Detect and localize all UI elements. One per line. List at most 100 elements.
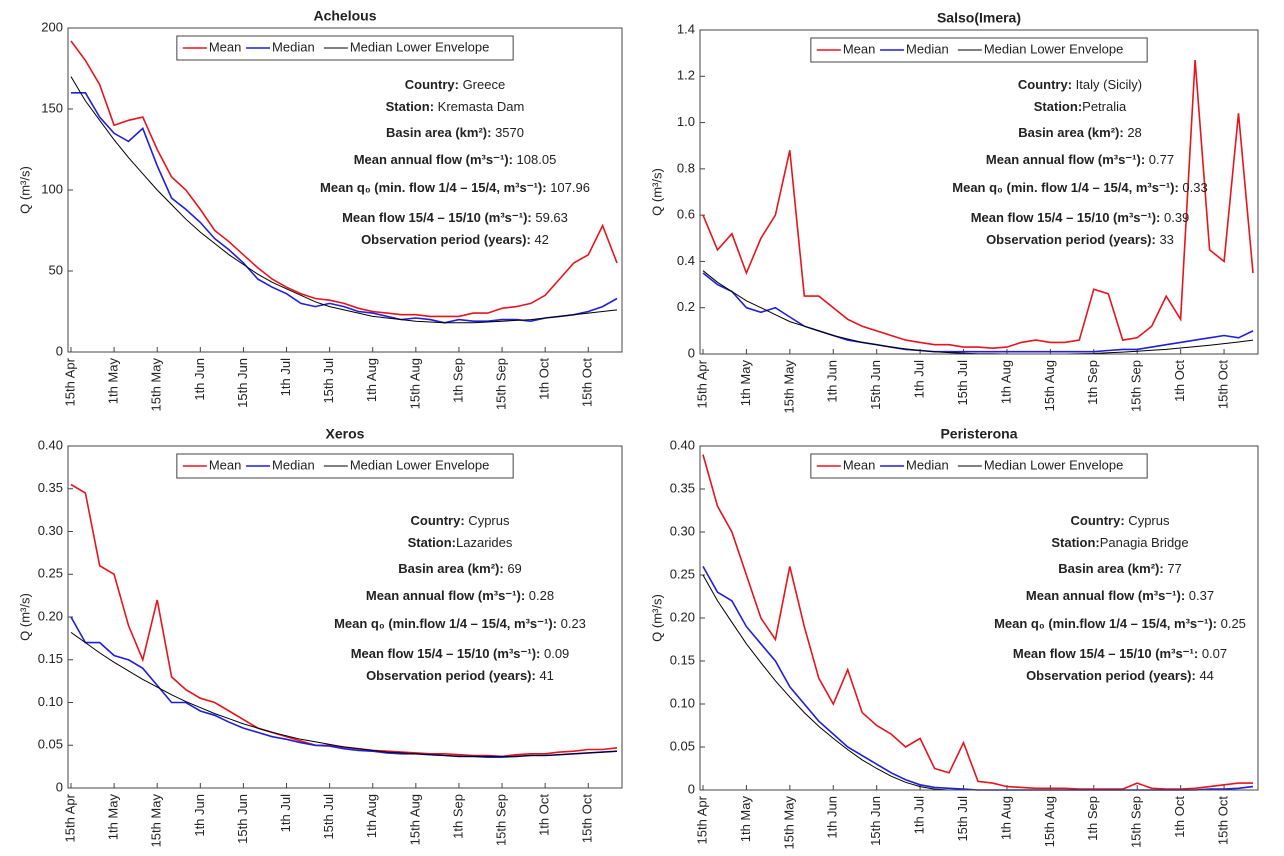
x-tick-label: 15th Jul — [955, 360, 970, 406]
x-tick-label: 15th Jul — [955, 796, 970, 842]
plot-frame — [67, 27, 623, 353]
x-tick-label: 1th Sep — [450, 794, 465, 839]
x-tick-label: 15th Oct — [1215, 360, 1230, 410]
annotation: Country: Greece — [405, 77, 505, 92]
annotation: Basin area (km²): 3570 — [386, 125, 524, 140]
legend-label: Median — [272, 39, 315, 54]
annotation-label: Mean q₀ (min. flow 1/4 – 15/4, m³s⁻¹): — [320, 180, 547, 195]
annotation: Mean flow 15/4 – 15/10 (m³s⁻¹): 0.09 — [351, 646, 570, 661]
x-tick-label: 15th May — [781, 360, 796, 414]
legend-label: Mean — [209, 39, 242, 54]
annotation-label: Country: — [1071, 513, 1125, 528]
annotation-value: 77 — [1164, 561, 1182, 576]
y-tick-label: 0 — [56, 343, 63, 358]
annotation: Mean q₀ (min.flow 1/4 – 15/4, m³s⁻¹): 0.… — [334, 616, 586, 631]
y-tick-label: 0.15 — [38, 651, 63, 666]
y-tick-label: 200 — [41, 19, 63, 34]
x-tick-label: 1th Sep — [1085, 360, 1100, 405]
y-tick-label: 0 — [688, 781, 695, 796]
annotation-label: Basin area (km²): — [1018, 125, 1123, 140]
annotation-label: Country: — [405, 77, 459, 92]
y-tick-label: 0.6 — [677, 207, 695, 222]
x-tick-label: 1th Oct — [1172, 796, 1187, 838]
annotation-value: 108.05 — [513, 152, 556, 167]
annotation-label: Observation period (years): — [1026, 668, 1196, 683]
x-tick-label: 1th Jul — [278, 794, 293, 832]
legend-label: Mean — [843, 457, 876, 472]
y-tick-label: 0.05 — [38, 737, 63, 752]
series-line — [702, 272, 1254, 353]
annotation: Observation period (years): 33 — [986, 232, 1174, 247]
annotation-label: Observation period (years): — [366, 668, 536, 683]
x-tick-label: 1th Aug — [364, 358, 379, 402]
annotation-label: Mean q₀ (min.flow 1/4 – 15/4, m³s⁻¹): — [994, 616, 1217, 631]
annotation-value: 3570 — [491, 125, 524, 140]
y-axis-label: Q (m³/s) — [17, 166, 32, 214]
annotation-label: Station: — [408, 535, 456, 550]
x-tick-label: 15th Aug — [1042, 796, 1057, 847]
annotation-label: Basin area (km²): — [386, 125, 491, 140]
annotation: Mean flow 15/4 – 15/10 (m³s⁻¹): 0.39 — [971, 210, 1190, 225]
annotation: Station:Lazarides — [408, 535, 513, 550]
annotation: Mean annual flow (m³s⁻¹): 0.28 — [366, 588, 554, 603]
annotation-label: Mean q₀ (min. flow 1/4 – 15/4, m³s⁻¹): — [952, 180, 1179, 195]
annotation-label: Mean annual flow (m³s⁻¹): — [354, 152, 513, 167]
annotation-value: Greece — [459, 77, 505, 92]
y-tick-label: 150 — [41, 100, 63, 115]
y-tick-label: 0 — [688, 345, 695, 360]
x-tick-label: 15th Aug — [407, 358, 422, 409]
annotation: Observation period (years): 44 — [1026, 668, 1214, 683]
x-tick-label: 1th Jul — [912, 796, 927, 834]
annotation: Mean flow 15/4 – 15/10 (m³s⁻¹: 0.07 — [1013, 646, 1227, 661]
y-tick-label: 0 — [56, 779, 63, 794]
x-tick-label: 15th May — [781, 796, 796, 850]
x-tick-label: 1th Jul — [912, 360, 927, 398]
annotation-value: 0.25 — [1217, 616, 1246, 631]
annotation: Basin area (km²): 28 — [1018, 125, 1142, 140]
x-tick-label: 15th Aug — [407, 794, 422, 845]
y-axis-label: Q (m³/s) — [649, 168, 664, 216]
legend-label: Mean — [209, 457, 242, 472]
x-tick-label: 1th Oct — [537, 794, 552, 836]
annotation-value: Italy (Sicily) — [1072, 77, 1142, 92]
x-tick-label: 15th Sep — [493, 358, 508, 410]
x-tick-label: 15th Sep — [493, 794, 508, 846]
x-tick-label: 1th Oct — [537, 358, 552, 400]
annotation-label: Mean annual flow (m³s⁻¹): — [1026, 588, 1185, 603]
series-line — [702, 60, 1254, 350]
plot-frame — [699, 29, 1259, 355]
annotation-value: Petralia — [1082, 99, 1127, 114]
y-tick-label: 100 — [41, 181, 63, 196]
y-tick-label: 0.4 — [677, 253, 695, 268]
annotation-value: Lazarides — [456, 535, 513, 550]
x-tick-label: 1th May — [106, 794, 121, 841]
x-tick-label: 1th Oct — [1172, 360, 1187, 402]
legend-label: Median — [906, 41, 949, 56]
x-tick-label: 15th Oct — [580, 358, 595, 408]
x-tick-label: 15th Apr — [694, 359, 709, 408]
annotation: Country: Italy (Sicily) — [1018, 77, 1142, 92]
x-tick-label: 1th Aug — [364, 794, 379, 838]
y-tick-label: 0.05 — [670, 738, 695, 753]
y-tick-label: 0.10 — [38, 694, 63, 709]
y-tick-label: 0.35 — [38, 480, 63, 495]
x-tick-label: 15th Jun — [235, 794, 250, 844]
annotation: Mean q₀ (min.flow 1/4 – 15/4, m³s⁻¹): 0.… — [994, 616, 1246, 631]
annotation-label: Basin area (km²): — [1058, 561, 1163, 576]
y-tick-label: 0.25 — [670, 566, 695, 581]
y-tick-label: 0.25 — [38, 566, 63, 581]
series-line — [702, 270, 1254, 355]
annotation-label: Mean annual flow (m³s⁻¹): — [366, 588, 525, 603]
annotation: Country: Cyprus — [411, 513, 510, 528]
annotation-label: Mean flow 15/4 – 15/10 (m³s⁻¹): — [342, 210, 532, 225]
x-tick-label: 15th Jul — [321, 358, 336, 404]
annotation-value: Panagia Bridge — [1100, 535, 1189, 550]
y-tick-label: 0.20 — [38, 608, 63, 623]
annotation-label: Observation period (years): — [361, 232, 531, 247]
y-tick-label: 0.15 — [670, 652, 695, 667]
annotation: Station:Panagia Bridge — [1051, 535, 1188, 550]
x-tick-label: 1th Aug — [998, 796, 1013, 840]
annotation-label: Station: — [1051, 535, 1099, 550]
annotation: Mean annual flow (m³s⁻¹): 0.77 — [986, 152, 1174, 167]
